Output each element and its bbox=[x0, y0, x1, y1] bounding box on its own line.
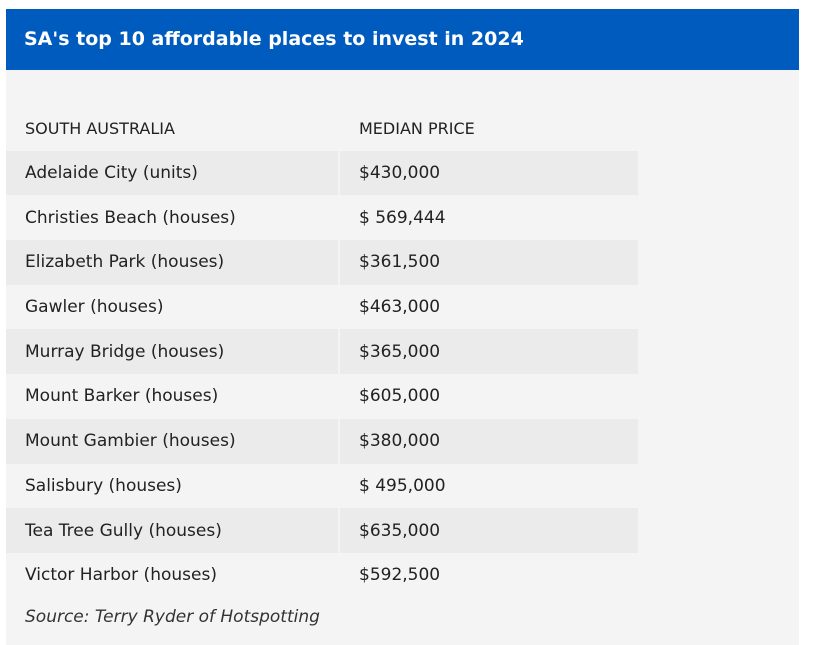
table-row: Salisbury (houses) $ 495,000 bbox=[6, 464, 638, 509]
place-name-cell: Christies Beach (houses) bbox=[25, 207, 236, 228]
table-row: Elizabeth Park (houses) $361,500 bbox=[6, 240, 638, 285]
place-name-cell: Tea Tree Gully (houses) bbox=[6, 508, 338, 553]
median-price-cell: $ 495,000 bbox=[359, 475, 446, 496]
median-price-cell: $605,000 bbox=[359, 386, 441, 407]
median-price-cell: $ 569,444 bbox=[359, 207, 446, 228]
table-row: Victor Harbor (houses) $592,500 bbox=[6, 553, 638, 598]
median-price-cell: $380,000 bbox=[340, 418, 638, 464]
median-price-cell: $463,000 bbox=[359, 297, 441, 318]
median-price-cell: $430,000 bbox=[340, 150, 638, 196]
table-row: Christies Beach (houses) $ 569,444 bbox=[6, 195, 638, 240]
table-title: SA's top 10 affordable places to invest … bbox=[6, 9, 799, 70]
table-row: Adelaide City (units) $430,000 bbox=[6, 150, 638, 196]
median-price-cell: $592,500 bbox=[359, 565, 441, 586]
price-table: SOUTH AUSTRALIA MEDIAN PRICE Adelaide Ci… bbox=[6, 106, 638, 598]
table-body: Adelaide City (units) $430,000 Christies B… bbox=[6, 150, 638, 598]
place-name-cell: Salisbury (houses) bbox=[25, 475, 182, 496]
place-name-cell: Elizabeth Park (houses) bbox=[6, 240, 338, 285]
table-row: Tea Tree Gully (houses) $635,000 bbox=[6, 508, 638, 553]
median-price-cell: $361,500 bbox=[340, 240, 638, 285]
median-price-cell: $365,000 bbox=[340, 329, 638, 375]
table-row: Gawler (houses) $463,000 bbox=[6, 285, 638, 330]
source-note: Source: Terry Ryder of Hotspotting bbox=[25, 607, 320, 627]
column-header-median-price: MEDIAN PRICE bbox=[359, 118, 475, 138]
place-name-cell: Victor Harbor (houses) bbox=[25, 565, 217, 586]
table-card: SA's top 10 affordable places to invest … bbox=[6, 9, 799, 645]
column-header-region: SOUTH AUSTRALIA bbox=[25, 118, 175, 138]
place-name-cell: Murray Bridge (houses) bbox=[6, 329, 338, 375]
table-row: Murray Bridge (houses) $365,000 bbox=[6, 329, 638, 375]
place-name-cell: Mount Gambier (houses) bbox=[6, 418, 338, 464]
place-name-cell: Gawler (houses) bbox=[25, 297, 164, 318]
place-name-cell: Adelaide City (units) bbox=[6, 150, 338, 196]
table-row: Mount Gambier (houses) $380,000 bbox=[6, 418, 638, 464]
median-price-cell: $635,000 bbox=[340, 508, 638, 553]
table-header-row: SOUTH AUSTRALIA MEDIAN PRICE bbox=[6, 106, 638, 151]
table-row: Mount Barker (houses) $605,000 bbox=[6, 374, 638, 419]
place-name-cell: Mount Barker (houses) bbox=[25, 386, 219, 407]
